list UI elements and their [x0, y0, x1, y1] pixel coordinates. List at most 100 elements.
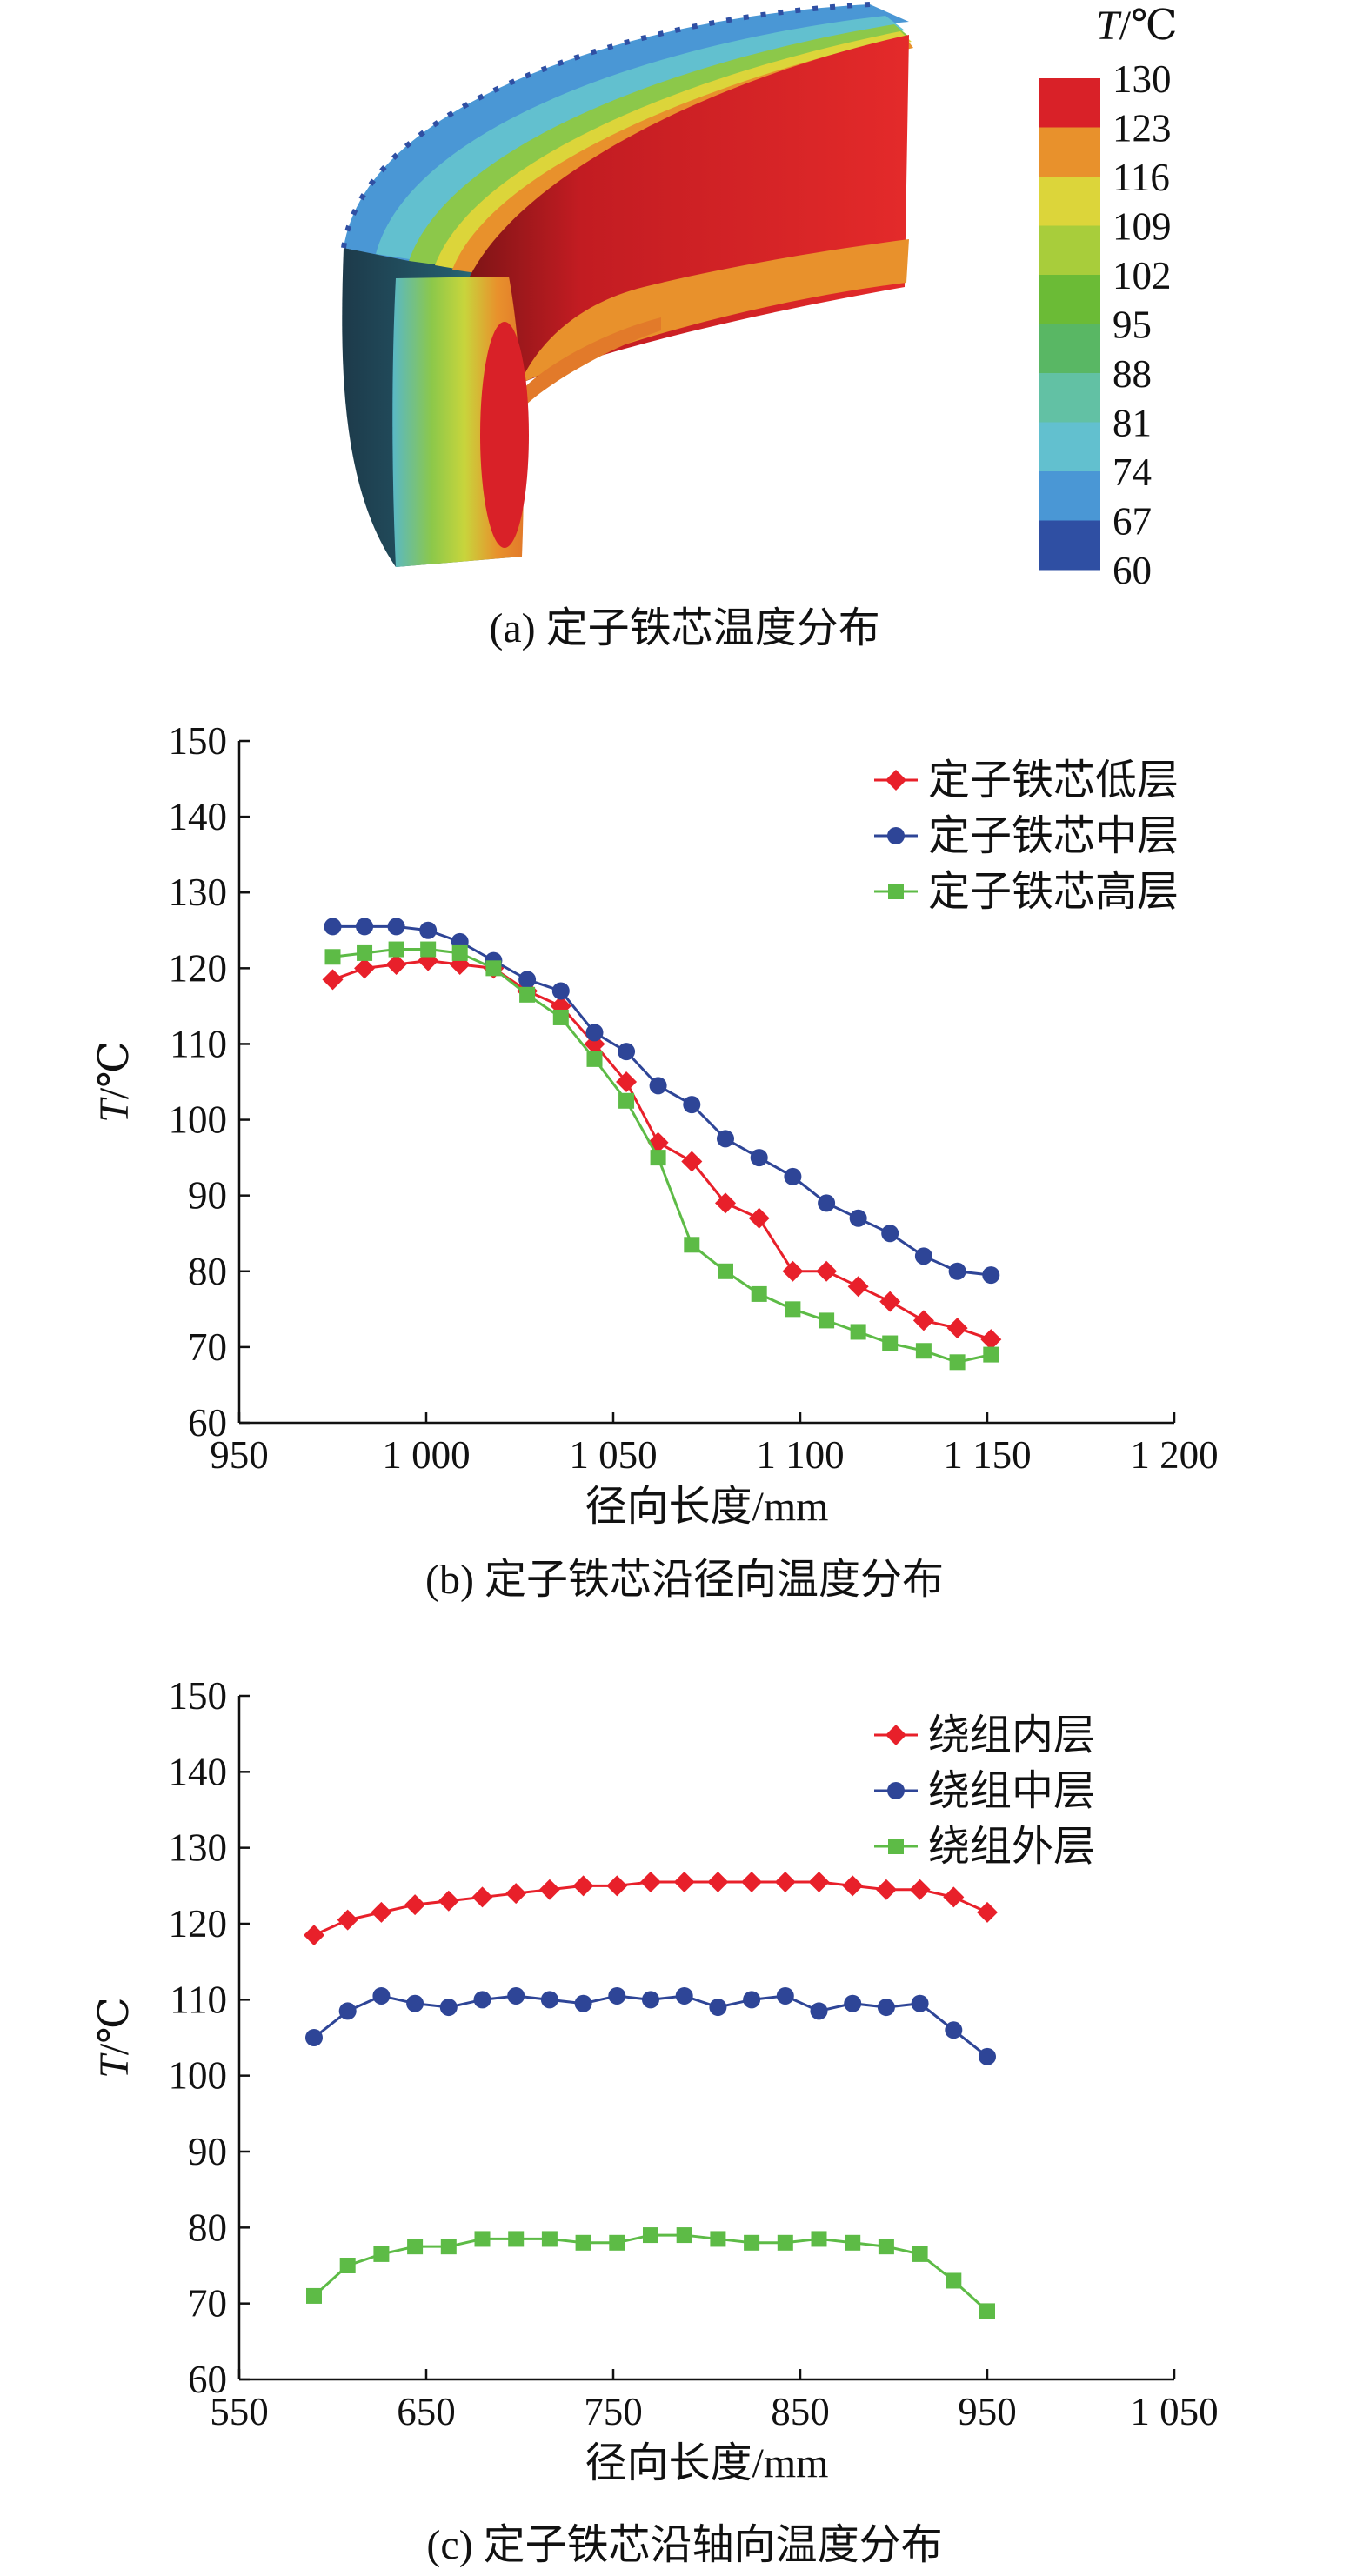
legend-label: 定子铁芯低层	[928, 757, 1179, 804]
data-point	[885, 770, 906, 791]
data-point	[842, 1875, 864, 1897]
y-tick-label: 130	[169, 1826, 228, 1870]
data-point	[505, 1883, 527, 1905]
y-tick-label: 140	[169, 795, 228, 838]
data-point	[816, 1260, 838, 1282]
data-point	[586, 1051, 603, 1067]
chart-axial-temperature: 60 70 80 90 100 110 120 130 140 150 550 650 750 850 95…	[91, 1674, 1219, 2486]
data-point	[609, 2234, 625, 2251]
colorbar-swatch-4	[1039, 275, 1100, 324]
data-point	[551, 982, 570, 1000]
data-point	[585, 1024, 604, 1042]
colorbar-swatch-7	[1039, 422, 1100, 472]
data-point	[508, 2231, 525, 2247]
legend-label: 定子铁芯高层	[928, 869, 1179, 915]
data-point	[518, 971, 537, 989]
data-point	[776, 1986, 794, 2005]
x-tick-label: 750	[584, 2390, 643, 2433]
legend-entry-1: 定子铁芯中层	[874, 813, 1179, 859]
x-tick-label: 950	[210, 1433, 269, 1477]
data-point	[850, 1324, 866, 1340]
data-point	[618, 1092, 635, 1109]
data-point	[977, 1901, 998, 1923]
data-point	[575, 2234, 591, 2251]
data-point	[912, 2246, 928, 2262]
data-point	[845, 2234, 861, 2251]
colorbar-tick-label: 102	[1113, 254, 1172, 297]
caption-b: (b) 定子铁芯沿径向温度分布	[425, 1557, 944, 1603]
data-point	[618, 1043, 636, 1061]
data-point	[324, 918, 342, 936]
y-tick-label: 150	[169, 719, 228, 763]
y-tick-label: 120	[169, 946, 228, 990]
x-tick-label: 1 050	[569, 1433, 657, 1477]
data-point	[912, 1310, 934, 1331]
data-point	[681, 1151, 703, 1172]
colorbar-title-unit: /℃	[1119, 3, 1178, 49]
x-axis-label: 径向长度/mm	[585, 2440, 828, 2486]
data-point	[914, 1247, 932, 1265]
data-point	[650, 1150, 666, 1166]
data-point	[451, 944, 468, 961]
legend-label: 绕组内层	[928, 1712, 1095, 1758]
data-point	[849, 1209, 867, 1227]
data-point	[474, 2231, 491, 2247]
data-point	[385, 953, 407, 975]
data-point	[338, 2002, 357, 2020]
data-point	[643, 2227, 658, 2244]
y-tick-label: 100	[169, 1098, 228, 1142]
data-point	[420, 941, 437, 958]
data-point	[404, 1894, 426, 1916]
y-tick-label: 70	[188, 1325, 227, 1369]
series-0	[304, 1871, 998, 1946]
data-point	[818, 1194, 836, 1212]
data-point	[538, 1879, 560, 1900]
data-point	[473, 1991, 491, 2009]
data-point	[649, 1077, 667, 1095]
data-point	[574, 1994, 592, 2012]
data-point	[878, 2239, 894, 2255]
data-point	[777, 2234, 793, 2251]
y-tick-label: 80	[188, 2206, 227, 2249]
y-tick-label: 100	[169, 2054, 228, 2098]
data-point	[744, 2234, 760, 2251]
data-point	[371, 1901, 392, 1923]
stator-core-illustration	[341, 2, 913, 567]
colorbar-swatch-6	[1039, 373, 1100, 423]
colorbar-tick-label: 95	[1113, 304, 1152, 347]
legend-label: 定子铁芯中层	[928, 813, 1179, 859]
data-point	[684, 1237, 700, 1253]
stator-inner-bottom	[513, 239, 909, 400]
data-point	[354, 958, 376, 979]
data-point	[608, 1986, 626, 2005]
data-point	[485, 960, 502, 977]
data-point	[388, 941, 404, 958]
data-point	[718, 1263, 733, 1279]
data-point	[675, 1986, 693, 2005]
legend-entry-1: 绕组中层	[874, 1768, 1095, 1814]
legend-entry-2: 定子铁芯高层	[874, 869, 1179, 915]
y-axis-label: T/℃	[91, 1997, 137, 2079]
x-tick-label: 1 050	[1130, 2390, 1218, 2433]
data-point	[373, 2246, 390, 2262]
x-axis-label: 径向长度/mm	[585, 1484, 828, 1530]
caption-c: (c) 定子铁芯沿轴向温度分布	[426, 2522, 942, 2568]
legend-entry-0: 定子铁芯低层	[874, 757, 1179, 804]
colorbar-swatch-9	[1039, 520, 1100, 571]
data-point	[808, 1871, 830, 1892]
data-point	[943, 1886, 965, 1908]
y-tick-label: 90	[188, 1174, 227, 1218]
caption-a: (a) 定子铁芯温度分布	[489, 605, 879, 651]
stator-inner-bottom-2	[513, 317, 661, 409]
y-tick-label: 70	[188, 2282, 227, 2326]
data-point	[946, 1318, 968, 1339]
data-point	[339, 2258, 356, 2273]
data-point	[407, 2239, 424, 2255]
data-point	[743, 1991, 761, 2009]
data-point	[616, 1071, 638, 1092]
legend-entry-2: 绕组外层	[874, 1824, 1095, 1870]
x-tick-label: 1 000	[382, 1433, 470, 1477]
data-point	[877, 1999, 895, 2017]
data-point	[949, 1354, 966, 1371]
